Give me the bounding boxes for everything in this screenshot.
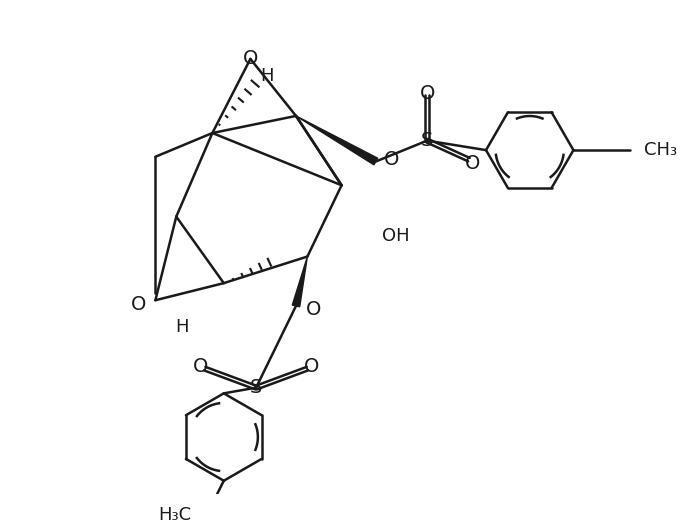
Text: S: S	[250, 378, 262, 397]
Text: O: O	[193, 357, 209, 376]
Polygon shape	[296, 116, 378, 165]
Text: OH: OH	[382, 227, 410, 244]
Text: H: H	[175, 318, 189, 336]
Text: CH₃: CH₃	[644, 141, 677, 159]
Text: O: O	[243, 49, 258, 69]
Text: S: S	[421, 131, 434, 150]
Text: O: O	[420, 84, 435, 102]
Text: H₃C: H₃C	[159, 506, 191, 520]
Text: O: O	[303, 357, 319, 376]
Text: O: O	[465, 154, 480, 173]
Text: O: O	[383, 150, 399, 169]
Text: O: O	[131, 294, 146, 314]
Text: O: O	[306, 300, 321, 319]
Polygon shape	[292, 256, 308, 307]
Text: H: H	[261, 67, 274, 85]
